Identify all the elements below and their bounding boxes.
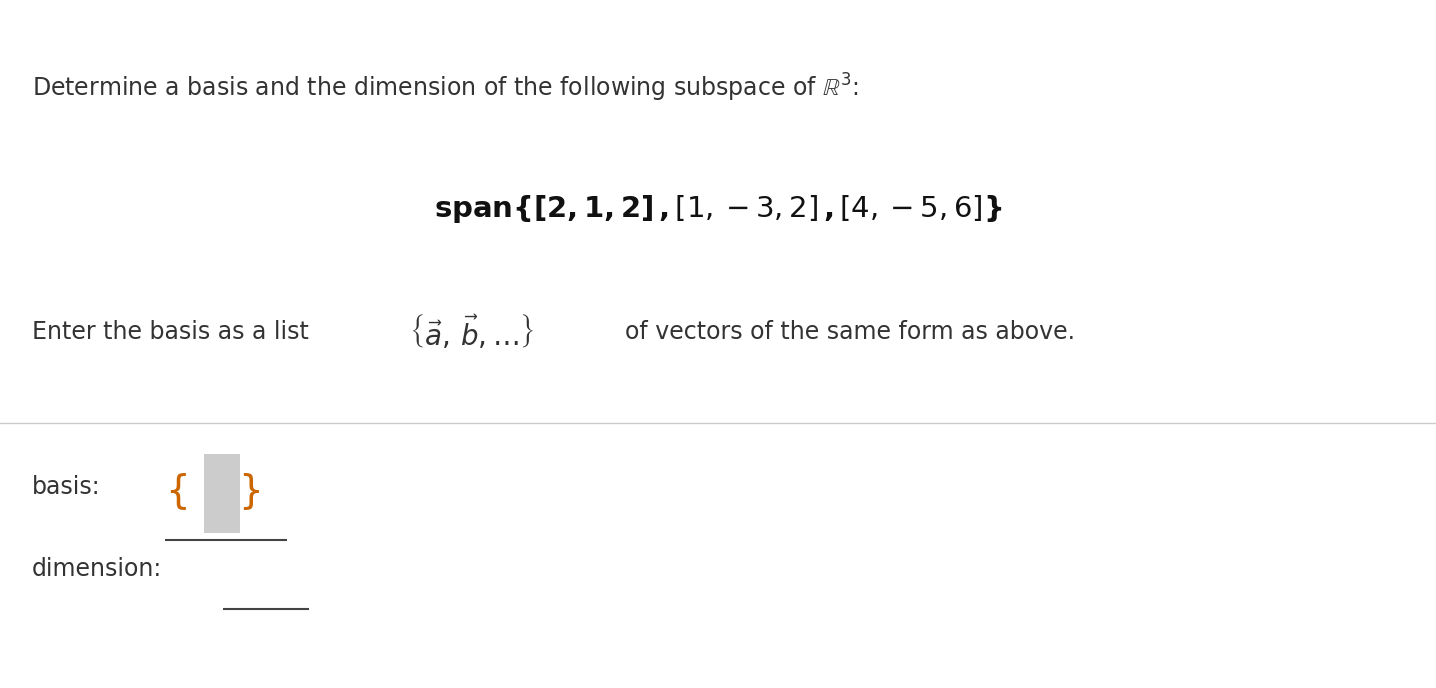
Text: dimension:: dimension:: [32, 557, 162, 581]
Text: of vectors of the same form as above.: of vectors of the same form as above.: [625, 320, 1074, 344]
Text: basis:: basis:: [32, 475, 101, 499]
Text: Determine a basis and the dimension of the following subspace of $\mathbb{R}^3$:: Determine a basis and the dimension of t…: [32, 72, 859, 105]
Text: $\}$: $\}$: [238, 471, 260, 513]
Text: $\mathbf{span}\boldsymbol{\{}$$\mathbf{[2, 1, 2]}\,\mathbf{,}\,[1, -3, 2]\,\math: $\mathbf{span}\boldsymbol{\{}$$\mathbf{[…: [434, 193, 1002, 225]
FancyBboxPatch shape: [204, 454, 240, 533]
Text: $\left\{\vec{a},\,\vec{b},\ldots\right\}$: $\left\{\vec{a},\,\vec{b},\ldots\right\}…: [409, 314, 534, 352]
Text: Enter the basis as a list: Enter the basis as a list: [32, 320, 316, 344]
Text: $\{$: $\{$: [165, 471, 187, 513]
